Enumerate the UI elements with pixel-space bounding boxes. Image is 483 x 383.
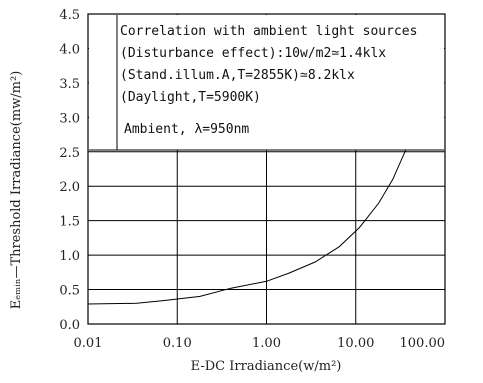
y-tick-label: 4.0 <box>59 42 80 57</box>
annotation-line-1: Correlation with ambient light sources <box>120 24 417 39</box>
y-tick-label: 2.0 <box>59 180 80 195</box>
y-axis-title: Eₑₘᵢₙ—Threshold Irradiance(mw/m²) <box>9 71 24 310</box>
y-tick-label: 3.5 <box>59 77 80 92</box>
y-tick-label: 1.5 <box>59 215 80 230</box>
annotation-line-3: (Stand.illum.A,T=2855K)≃8.2klx <box>120 68 355 83</box>
annotation-line-4: (Daylight,T=5900K) <box>120 90 261 105</box>
y-tick-label: 1.0 <box>59 249 80 264</box>
y-axis-ticks: 0.0 0.5 1.0 1.5 2.0 2.5 3.0 3.5 4.0 4.5 <box>59 8 80 333</box>
x-axis-title: E-DC Irradiance(w/m²) <box>191 359 342 374</box>
x-tick-label: 0.01 <box>74 336 103 351</box>
x-tick-label: 100.00 <box>400 336 446 351</box>
x-tick-label: 0.10 <box>163 336 192 351</box>
annotation-line-5: Ambient, λ=950nm <box>124 122 249 137</box>
x-tick-label: 10.00 <box>337 336 374 351</box>
y-tick-label: 4.5 <box>59 8 80 23</box>
annotation-box: Correlation with ambient light sources (… <box>89 15 444 151</box>
x-tick-label: 1.00 <box>252 336 281 351</box>
series-line <box>87 65 440 305</box>
y-tick-label: 3.0 <box>59 111 80 126</box>
annotation-line-2: (Disturbance effect):10w/m2≃1.4klx <box>120 46 386 61</box>
y-tick-label: 0.0 <box>59 318 80 333</box>
x-axis-ticks: 0.01 0.10 1.00 10.00 100.00 <box>74 336 445 351</box>
y-tick-label: 0.5 <box>59 284 80 299</box>
y-tick-label: 2.5 <box>59 146 80 161</box>
